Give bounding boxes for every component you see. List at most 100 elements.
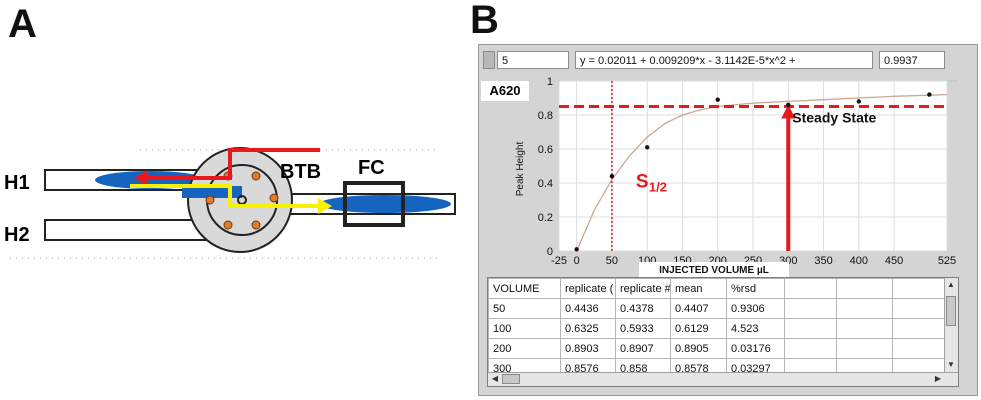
table-cell[interactable]: 0.6129 [670,318,727,339]
y-tick-label: 0.4 [538,178,553,190]
table-header-cell[interactable]: replicate # [615,278,671,299]
scroll-right-icon[interactable]: ▶ [934,374,942,383]
scroll-thumb[interactable] [946,296,956,326]
data-point [927,92,932,97]
table-cell[interactable]: 0.5933 [615,318,671,339]
x-tick-label: 50 [606,255,618,267]
table-cell[interactable] [836,298,893,319]
table-cell[interactable]: 0.9306 [726,298,785,319]
red-arrowhead [134,170,148,186]
table-cell[interactable] [892,298,945,319]
table-cell[interactable]: 4.523 [726,318,785,339]
table-cell[interactable] [784,338,837,359]
index-field[interactable]: 5 [497,51,569,69]
valve-fluid [182,186,242,198]
table-header-row: VOLUME replicate (replicate # mean %rsd [488,278,945,299]
panel-b-letter: B [470,0,499,42]
y-tick-label: 0.8 [538,110,553,122]
steady-state-annotation: Steady State [792,109,876,125]
table-cell[interactable]: 0.4407 [670,298,727,319]
h1-label: H1 [4,172,30,194]
table-cell[interactable] [892,318,945,339]
y-tick-label: 0 [547,246,553,258]
table-header-cell[interactable] [836,278,893,299]
scroll-thumb-h[interactable] [502,374,520,384]
x-tick-label: 450 [885,255,903,267]
outlet-fluid [319,195,451,213]
equation-field[interactable]: y = 0.02011 + 0.009209*x - 3.1142E-5*x^2… [575,51,873,69]
s-half-annotation: S [636,172,649,193]
vertical-scrollbar[interactable]: ▲ ▼ [944,278,958,372]
table-cell[interactable]: 200 [488,338,561,359]
y-axis-label: Peak Height [515,142,526,197]
scroll-left-icon[interactable]: ◀ [491,374,499,383]
chart-svg: -25 0 50 100 150 200 250 300 350 400 450 52500.20.4… [515,76,957,277]
data-point [609,174,615,179]
table-cell[interactable] [836,318,893,339]
schematic-drawing: H1 H2 BTB FC [4,147,456,259]
index-spinner[interactable] [483,51,495,69]
data-points [574,92,932,252]
annotations: S 1/2 Steady State [636,109,877,194]
data-point [856,99,862,104]
flow-cell [343,181,405,227]
x-tick-label: 350 [814,255,832,267]
valve-port [223,220,233,230]
valve-port [251,220,261,230]
analysis-window: 5 y = 0.02011 + 0.009209*x - 3.1142E-5*x… [478,44,978,396]
table-row: 200 0.8903 0.8907 0.8905 0.03176 [488,338,945,359]
fc-label: FC [358,157,385,179]
table-cell[interactable]: 0.4378 [615,298,671,319]
table-header-cell[interactable] [892,278,945,299]
panel-a-letter: A [8,2,37,46]
steady-state-arrowhead [781,104,796,119]
s-half-subscript: 1/2 [649,180,667,195]
reference-lines [559,81,947,251]
table-header-cell[interactable]: replicate ( [560,278,616,299]
data-point [715,97,720,102]
data-table[interactable]: VOLUME replicate (replicate # mean %rsd 50 0.… [487,277,959,387]
valve-port [205,195,215,205]
x-axis-label-box [639,262,789,277]
flow-schematic: H1 H2 BTB FC [0,90,470,290]
table-cell[interactable]: 0.8903 [560,338,616,359]
table-header-cell[interactable]: %rsd [726,278,785,299]
table-cell[interactable] [836,338,893,359]
yellow-arrowhead [318,198,332,214]
fit-toolbar: 5 y = 0.02011 + 0.009209*x - 3.1142E-5*x… [479,45,977,75]
valve-port [269,193,279,203]
calibration-chart: -25 0 50 100 150 200 250 300 350 400 450 525 0 0.2 0.4… [479,73,977,285]
table-row: 50 0.4436 0.4378 0.4407 0.9306 [488,298,945,319]
scroll-up-icon[interactable]: ▲ [947,280,955,289]
horizontal-scrollbar[interactable]: ◀ ▶ [488,372,958,386]
data-point [644,145,650,150]
x-tick-label: 0 [574,255,580,267]
btb-label: BTB [280,161,321,183]
table-cell[interactable]: 0.4436 [560,298,616,319]
h2-label: H2 [4,224,30,246]
table-cell[interactable]: 0.6325 [560,318,616,339]
table-header-cell[interactable]: mean [670,278,727,299]
table-row: 100 0.6325 0.5933 0.6129 4.523 [488,318,945,339]
table-cell[interactable]: 0.8907 [615,338,671,359]
red-flow-arrow [145,148,320,180]
r-value-field[interactable]: 0.9937 [879,51,945,69]
table-cell[interactable]: 50 [488,298,561,319]
y-tick-label: 0.2 [538,212,553,224]
chart-label: A620 [481,81,529,101]
table-cell[interactable]: 0.8905 [670,338,727,359]
table-header-cell[interactable] [784,278,837,299]
x-tick-label: 525 [938,255,956,267]
table-cell[interactable] [784,298,837,319]
table-cell[interactable]: 0.03176 [726,338,785,359]
h2-tube [44,219,206,241]
scroll-down-icon[interactable]: ▼ [947,360,955,369]
x-tick-label: 400 [850,255,868,267]
table-cell[interactable]: 100 [488,318,561,339]
valve-port [251,171,261,181]
table-cell[interactable] [892,338,945,359]
table-cell[interactable] [784,318,837,339]
table-header-cell[interactable]: VOLUME [488,278,561,299]
data-point [574,247,579,252]
x-tick-label: -25 [551,255,567,267]
